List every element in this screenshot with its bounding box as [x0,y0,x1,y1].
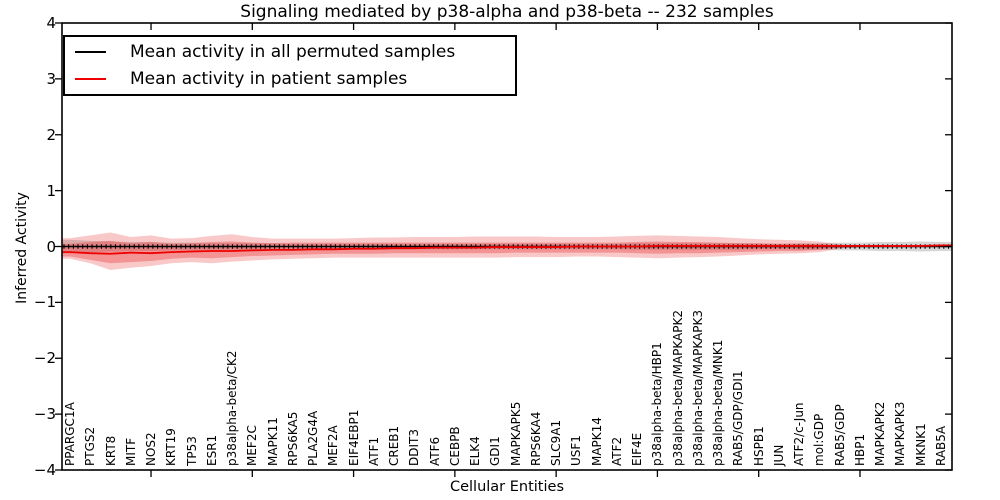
x-category-label: JUN [771,444,786,466]
x-category-label: TP53 [184,436,199,466]
legend-label-permuted: Mean activity in all permuted samples [130,41,456,62]
y-tick-label: −2 [33,349,56,368]
legend-item-permuted: Mean activity in all permuted samples [75,39,515,65]
x-category-label: GDI1 [488,436,503,466]
y-tick-label: −4 [33,461,56,479]
y-tick-label: −3 [33,405,56,424]
x-category-label: ATF1 [366,436,381,466]
x-category-label: mol:GDP [812,413,827,466]
legend-line-sample-patient [75,78,106,81]
x-category-label: EIF4EBP1 [346,409,361,466]
x-category-label: RAB5/GDP [832,404,847,466]
x-category-label: ATF2/c-Jun [792,402,807,466]
x-category-label: MEF2A [326,425,341,466]
x-category-label: RPS6KA5 [285,411,300,466]
x-category-label: p38alpha-beta/MAPKAPK2 [670,310,685,466]
x-category-label: ATF2 [609,436,624,466]
x-category-label: RAB5/GDP/GDI1 [731,370,746,466]
legend-item-patient: Mean activity in patient samples [75,66,515,92]
x-category-label: KRT8 [103,435,118,466]
x-category-label: RAB5A [934,425,948,466]
patient-mean-line [62,244,952,255]
x-category-label: USF1 [569,435,584,466]
x-category-label: MEF2C [245,425,260,466]
x-category-label: EIF4E [630,432,645,466]
x-category-label: DDIT3 [407,429,422,466]
x-category-label: MAPK11 [265,417,280,466]
x-category-label: MAPK14 [589,417,604,466]
x-category-label: MITF [123,437,138,466]
x-category-label: RPS6KA4 [528,411,543,466]
x-category-label: NOS2 [144,432,159,466]
x-category-label: ELK4 [468,436,483,466]
x-category-label: MKNK1 [913,423,928,466]
x-category-label: PTGS2 [83,426,98,466]
patient-samples-std-outer-band [62,232,952,270]
legend: Mean activity in all permuted samples Me… [63,35,517,96]
x-category-label: CEBPB [447,426,462,466]
x-category-label: HBP1 [852,433,867,466]
x-category-label: MAPKAPK2 [873,401,888,466]
x-category-label: ATF6 [427,436,442,466]
y-tick-label: 3 [46,69,56,88]
y-tick-label: 0 [46,237,56,256]
legend-line-sample-permuted [75,50,106,53]
chart-title: Signaling mediated by p38-alpha and p38-… [240,2,774,22]
x-category-label: p38alpha-beta/HBP1 [650,342,665,466]
y-tick-label: 2 [46,125,56,144]
x-category-label: PLA2G4A [306,410,321,466]
x-category-label: p38alpha-beta/MNK1 [711,339,726,466]
legend-label-patient: Mean activity in patient samples [130,69,408,90]
y-tick-label: −1 [33,293,56,312]
x-category-label: MAPKAPK3 [893,401,908,466]
y-tick-label: 1 [46,181,56,200]
x-category-label: KRT19 [164,428,179,466]
x-category-label: SLC9A1 [549,419,564,466]
x-category-label: HSPB1 [751,426,766,466]
x-category-label: PPARGC1A [63,402,77,466]
y-tick-label: 4 [46,14,56,32]
x-category-label: p38alpha-beta/MAPKAPK3 [690,310,705,466]
x-axis-label: Cellular Entities [449,479,565,495]
x-category-label: ESR1 [204,434,219,466]
x-category-label: CREB1 [387,425,402,466]
x-category-label: p38alpha-beta/CK2 [225,350,240,466]
x-category-label: MAPKAPK5 [508,401,523,466]
